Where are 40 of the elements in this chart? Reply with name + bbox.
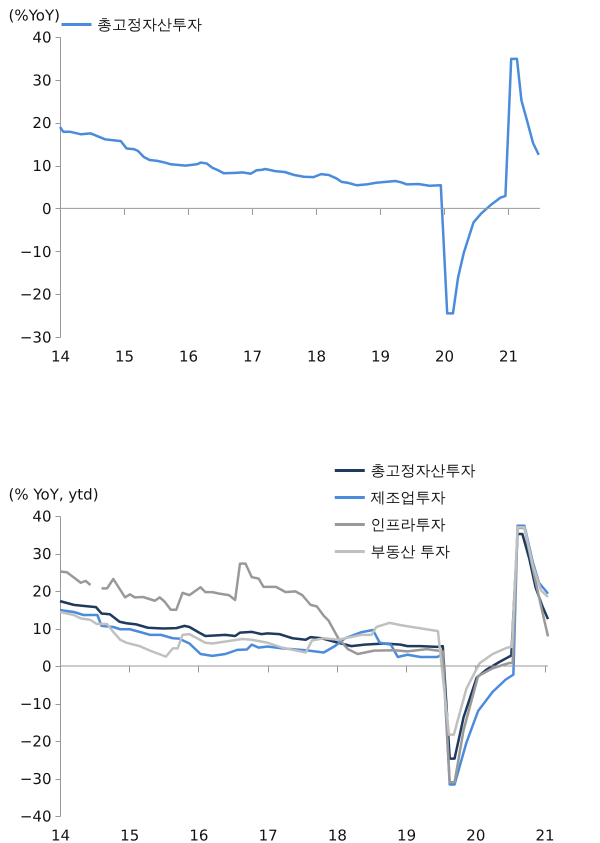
x-tick-label: 20	[466, 826, 486, 843]
y-axis-title: (%YoY)	[8, 6, 60, 24]
y-tick-label: 30	[32, 71, 52, 90]
x-tick-label: 17	[242, 348, 262, 366]
x-tick-label: 16	[178, 348, 198, 366]
x-tick-label: 21	[498, 348, 518, 366]
y-tick-label: 20	[32, 114, 52, 132]
y-tick-label: −10	[20, 695, 52, 713]
y-tick-label: −10	[20, 242, 52, 261]
x-tick-label: 14	[50, 826, 70, 843]
y-tick-label: 40	[32, 28, 52, 46]
x-tick-label: 17	[258, 826, 278, 843]
y-tick-label: 10	[32, 157, 52, 176]
legend-label: 부동산 투자	[370, 542, 450, 560]
y-tick-label: −40	[20, 808, 52, 826]
legend-label: 총고정자산투자	[97, 16, 202, 34]
legend-label: 총고정자산투자	[370, 462, 476, 480]
x-tick-label: 14	[50, 348, 70, 366]
y-tick-label: −30	[20, 770, 52, 788]
x-tick-label: 19	[370, 348, 390, 366]
legend-label: 제조업투자	[370, 488, 446, 506]
x-tick-label: 15	[120, 826, 140, 843]
y-tick-label: 30	[32, 545, 52, 563]
x-tick-label: 18	[328, 826, 347, 843]
x-tick-label: 20	[434, 348, 454, 366]
y-axis-title: (% YoY, ytd)	[8, 486, 99, 504]
y-tick-label: 20	[32, 582, 52, 600]
x-tick-label: 19	[397, 826, 416, 843]
y-tick-label: −20	[20, 286, 52, 304]
y-tick-label: −20	[20, 732, 52, 750]
x-tick-label: 16	[189, 826, 208, 843]
x-tick-label: 18	[306, 348, 326, 366]
y-tick-label: 10	[32, 620, 52, 638]
y-tick-label: 0	[42, 658, 52, 676]
x-tick-label: 15	[114, 348, 134, 366]
x-tick-label: 21	[535, 826, 555, 843]
legend-label: 인프라투자	[370, 516, 446, 534]
y-tick-label: 0	[42, 200, 52, 218]
y-tick-label: −30	[20, 328, 52, 346]
y-tick-label: 40	[32, 508, 52, 526]
